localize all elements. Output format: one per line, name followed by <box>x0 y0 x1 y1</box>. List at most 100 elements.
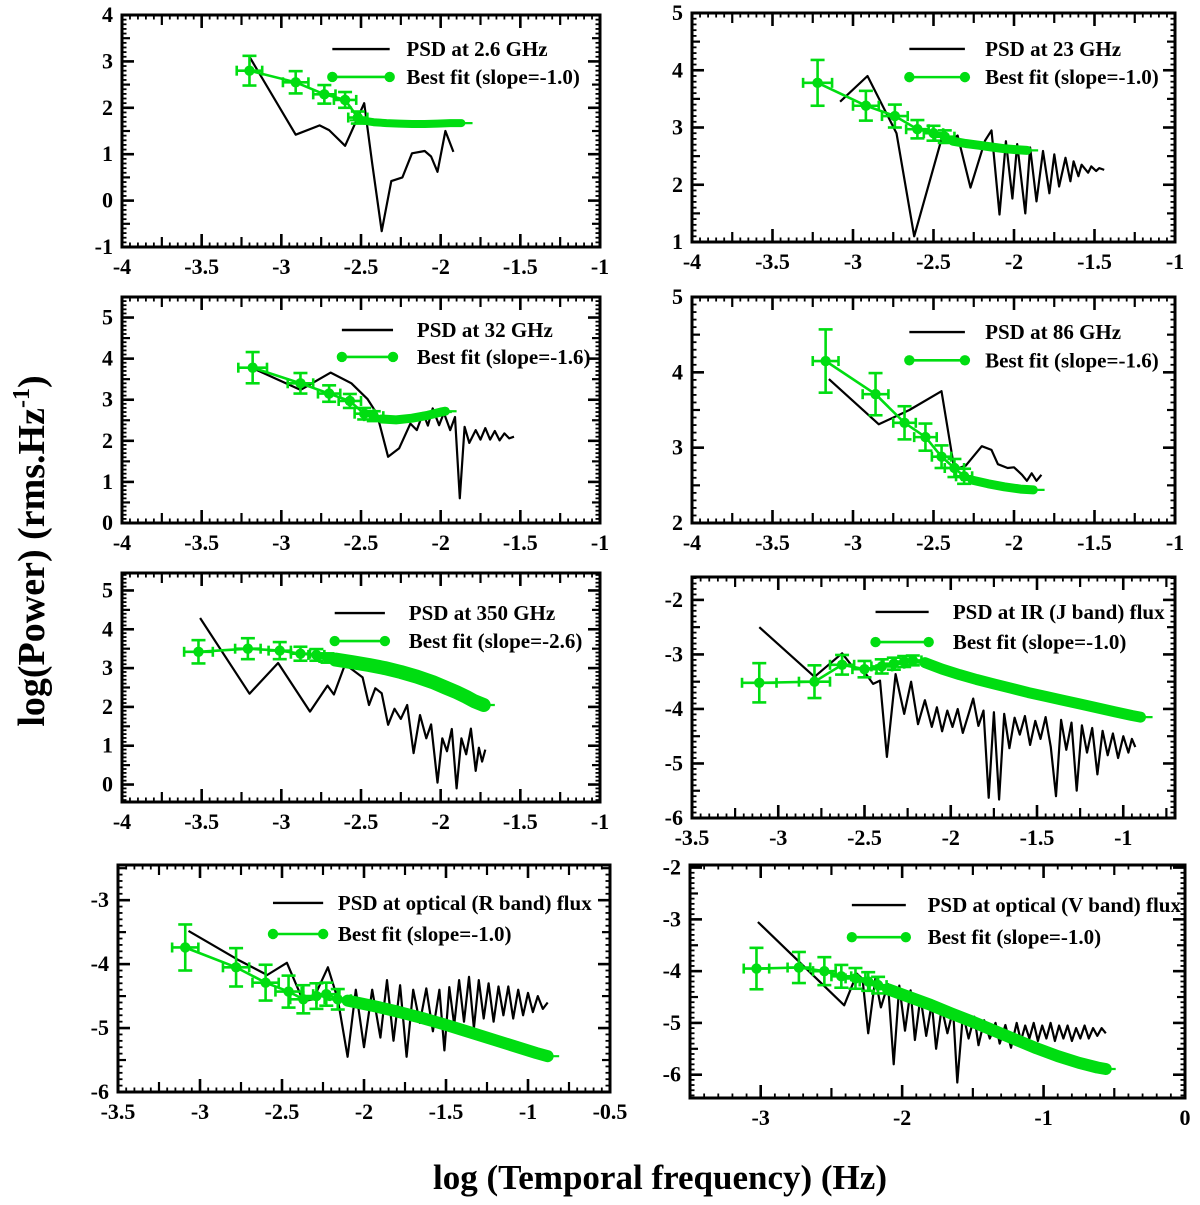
x-tick-label: -1 <box>1166 530 1184 555</box>
fit-marker <box>295 378 306 389</box>
panel-psd-23-ghz: -4 -3.5 -3 -2.5 -2 -1.5 -1 1 2 3 4 5 PSD at 23 GHz Be… <box>672 0 1184 274</box>
legend-psd-label: PSD at 2.6 GHz <box>406 37 547 61</box>
x-tick-label: -1.5 <box>1020 825 1055 850</box>
x-axis-label: log (Temporal frequency) (Hz) <box>433 1158 887 1197</box>
legend-fit-marker <box>846 932 858 943</box>
x-tick-label: -0.5 <box>593 1099 628 1124</box>
fit-series <box>170 923 560 1063</box>
y-tick-label: 4 <box>102 346 113 371</box>
fit-marker <box>850 973 861 984</box>
y-tick-label: -6 <box>663 1062 681 1087</box>
x-tick-label: -2 <box>355 1099 373 1124</box>
panel-psd-ir-j-band: -3.5 -3 -2.5 -2 -1.5 -1 -6 -5 -4 -3 -2 PSD at IR (J… <box>665 575 1177 850</box>
fit-line <box>756 966 1107 1071</box>
legend-fit-marker <box>327 71 338 83</box>
legend-fit-marker <box>904 355 915 366</box>
legend-fit-marker <box>329 635 340 647</box>
x-tick-label: -3 <box>752 1105 770 1130</box>
x-tick-label: -1.5 <box>503 530 538 555</box>
legend-psd-label: PSD at 32 GHz <box>417 318 553 342</box>
y-tick-label: 2 <box>672 510 683 535</box>
fit-marker <box>907 655 918 666</box>
legend: PSD at optical (R band) flux Best fit (sl… <box>267 891 592 946</box>
fit-series <box>801 58 1039 155</box>
fit-marker <box>889 110 901 122</box>
panel-psd-2-6-ghz: -4 -3.5 -3 -2.5 -2 -1.5 -1 -1 0 1 2 3 4 PSD at 2.6 GH… <box>95 2 609 279</box>
y-tick-label: -4 <box>663 958 681 983</box>
fit-line <box>759 659 1141 719</box>
y-tick-label: 2 <box>102 95 113 120</box>
legend-fit-label: Best fit (slope=-1.6) <box>417 345 591 369</box>
x-tick-label: -1 <box>1114 825 1132 850</box>
fit-marker <box>247 362 258 373</box>
fit-marker <box>859 663 870 675</box>
fit-marker <box>949 462 960 474</box>
x-tick-label: -1.5 <box>1077 249 1112 274</box>
x-tick-label: -2.5 <box>847 825 882 850</box>
fit-marker <box>230 962 242 973</box>
fit-marker <box>751 963 762 974</box>
legend-fit-label: Best fit (slope=-1.0) <box>406 65 580 89</box>
legend-psd-label: PSD at IR (J band) flux <box>953 600 1165 624</box>
psd-series <box>199 617 487 790</box>
y-tick-label: 3 <box>102 48 113 73</box>
x-tick-label: -4 <box>113 254 131 279</box>
x-tick-label: -1.5 <box>503 254 538 279</box>
legend: PSD at 350 GHz Best fit (slope=-2.6) <box>329 601 583 653</box>
legend-fit-label: Best fit (slope=-1.0) <box>985 65 1159 89</box>
x-tick-label: -3.5 <box>755 249 790 274</box>
x-tick-label: -2.5 <box>916 249 951 274</box>
y-tick-label: -3 <box>663 906 681 931</box>
plot-frame <box>690 11 1177 244</box>
plot-frame <box>690 575 1177 820</box>
x-tick-label: -2 <box>1005 249 1023 274</box>
legend-fit-marker <box>267 928 279 940</box>
y-tick-label: -3 <box>665 641 683 666</box>
legend-fit-label: Best fit (slope=-2.6) <box>409 629 583 653</box>
legend-psd-label: PSD at optical (V band) flux <box>928 893 1182 917</box>
fit-marker <box>754 677 765 688</box>
legend-fit-marker <box>959 71 971 83</box>
psd-series <box>253 367 515 500</box>
legend-fit-label: Best fit (slope=-1.0) <box>953 630 1127 654</box>
x-tick-label: 0 <box>1180 1105 1191 1130</box>
panel-psd-optical-v-band: -3 -2 -1 0 -6 -5 -4 -3 -2 PSD at optical (V band)… <box>663 855 1191 1130</box>
y-tick-label: 2 <box>672 172 683 197</box>
x-tick-label: -3.5 <box>184 530 219 555</box>
fit-marker <box>870 388 881 400</box>
legend-fit-marker <box>904 71 915 83</box>
legend-fit-marker <box>959 355 971 366</box>
x-tick-label: -2 <box>942 825 960 850</box>
plot-frame <box>688 863 1187 1100</box>
psd-series <box>248 56 455 233</box>
legend-psd-label: PSD at 350 GHz <box>409 601 555 625</box>
legend-fit-marker <box>923 636 934 648</box>
y-tick-label: 4 <box>672 57 683 82</box>
x-tick-label: -1 <box>1034 1105 1052 1130</box>
y-tick-label: -2 <box>665 587 683 612</box>
y-tick-label: 3 <box>102 655 113 680</box>
y-tick-label: -5 <box>665 750 683 775</box>
fit-series <box>237 350 457 425</box>
x-tick-label: -3 <box>272 254 290 279</box>
x-tick-label: -2 <box>432 809 450 834</box>
fit-line <box>824 359 1034 492</box>
legend: PSD at 23 GHz Best fit (slope=-1.0) <box>904 37 1159 89</box>
panel-psd-32-ghz: -4 -3.5 -3 -2.5 -2 -1.5 -1 0 1 2 3 4 5 PSD at 32 GHz B… <box>102 295 609 555</box>
fit-marker <box>242 643 254 654</box>
legend: PSD at optical (V band) flux Best fit (sl… <box>846 893 1182 949</box>
x-tick-label: -3 <box>191 1099 209 1124</box>
legend: PSD at IR (J band) flux Best fit (slope=-… <box>870 600 1165 654</box>
fit-marker <box>793 962 805 973</box>
x-tick-label: -3 <box>272 809 290 834</box>
fit-marker <box>860 100 872 111</box>
legend-fit-marker <box>900 932 912 943</box>
y-tick-label: -6 <box>665 805 683 830</box>
legend-fit-marker <box>336 351 348 363</box>
fit-marker <box>295 648 306 659</box>
fit-series <box>742 946 1116 1075</box>
fit-marker <box>260 977 271 988</box>
legend: PSD at 86 GHz Best fit (slope=-1.6) <box>904 320 1159 372</box>
y-tick-label: 0 <box>102 188 113 213</box>
